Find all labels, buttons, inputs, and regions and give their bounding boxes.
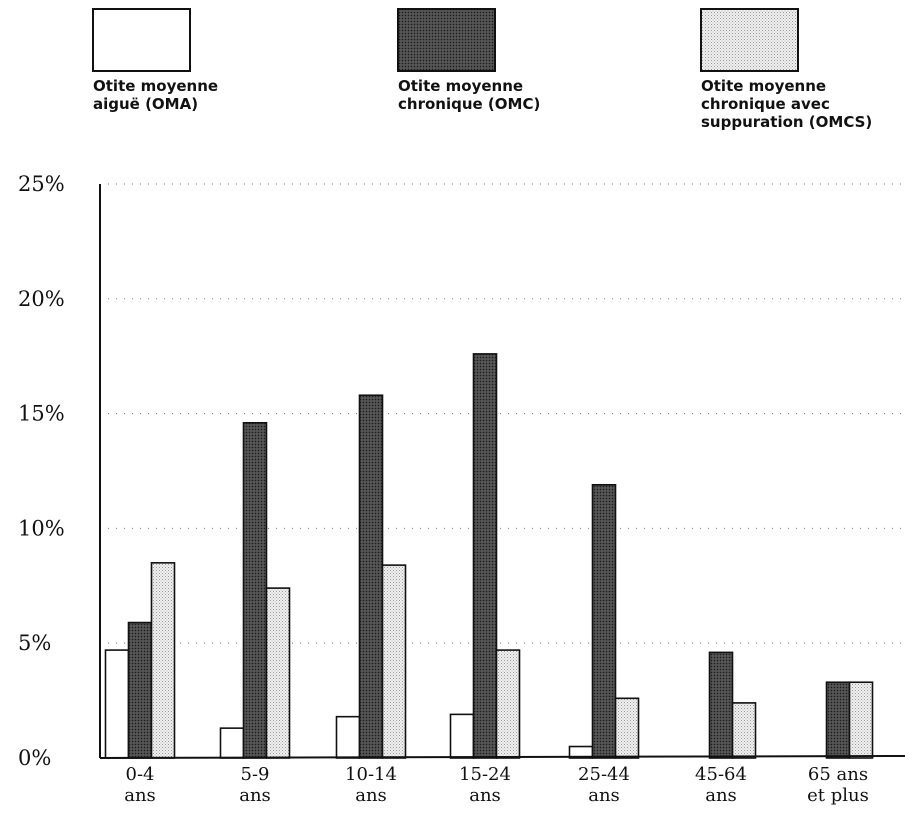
- x-tick-65-ans: 65 ans et plus: [807, 764, 869, 806]
- x-tick-10-14: 10-14 ans: [345, 764, 397, 806]
- bar-3-65-ans: [848, 681, 874, 759]
- x-tick-5-9: 5-9 ans: [239, 764, 271, 806]
- legend-swatch-3: [700, 8, 799, 72]
- bar-1-0-4: [104, 649, 130, 759]
- bar-1-15-24: [449, 713, 475, 759]
- bar-1-5-9: [219, 727, 245, 759]
- bar-2-45-64: [708, 651, 734, 759]
- bar-3-10-14: [381, 564, 407, 759]
- y-axis-ticks: 0% 5% 10% 15% 20% 25%: [18, 172, 65, 770]
- x-tick-45-64: 45-64 ans: [695, 764, 747, 806]
- bar-2-0-4: [127, 621, 153, 759]
- x-tick-15-24: 15-24 ans: [459, 764, 511, 806]
- axes: [99, 184, 906, 759]
- x-tick-25-44: 25-44 ans: [578, 764, 630, 806]
- y-tick-15pct: 15%: [18, 402, 65, 426]
- bar-3-5-9: [265, 587, 291, 759]
- y-tick-25pct: 25%: [18, 172, 65, 196]
- y-tick-0pct: 0%: [18, 746, 51, 770]
- x-axis-ticks: 0-4 ans 5-9 ans 10-14 ans 15-24 ans 25-44 ans 45-6…: [124, 764, 869, 806]
- legend-label-1: Otite moyenne aiguë (OMA): [93, 77, 218, 113]
- bar-2-5-9: [242, 421, 268, 759]
- legend-label-2: Otite moyenne chronique (OMC): [398, 77, 540, 113]
- bar-2-10-14: [358, 394, 384, 759]
- bar-2-25-44: [591, 483, 617, 759]
- bar-1-10-14: [335, 715, 361, 759]
- bar-3-0-4: [150, 562, 176, 759]
- legend-swatch-1: [92, 8, 191, 72]
- legend-label-3: Otite moyenne chronique avec suppuration (…: [701, 77, 872, 131]
- y-tick-10pct: 10%: [18, 516, 65, 540]
- y-tick-20pct: 20%: [18, 287, 65, 311]
- y-tick-5pct: 5%: [18, 631, 51, 655]
- legend: Otite moyenne aiguë (OMA) Otite moyenne chr…: [92, 8, 872, 131]
- x-axis-line: [99, 755, 906, 759]
- bar-3-45-64: [731, 702, 757, 759]
- bar-3-15-24: [495, 649, 521, 759]
- bar-2-15-24: [472, 353, 498, 759]
- bar-2-65-ans: [825, 681, 851, 759]
- x-tick-0-4: 0-4 ans: [124, 764, 156, 806]
- legend-swatch-2: [397, 8, 496, 72]
- bar-3-25-44: [614, 697, 640, 759]
- gridlines: [108, 183, 905, 644]
- bars: [104, 353, 874, 759]
